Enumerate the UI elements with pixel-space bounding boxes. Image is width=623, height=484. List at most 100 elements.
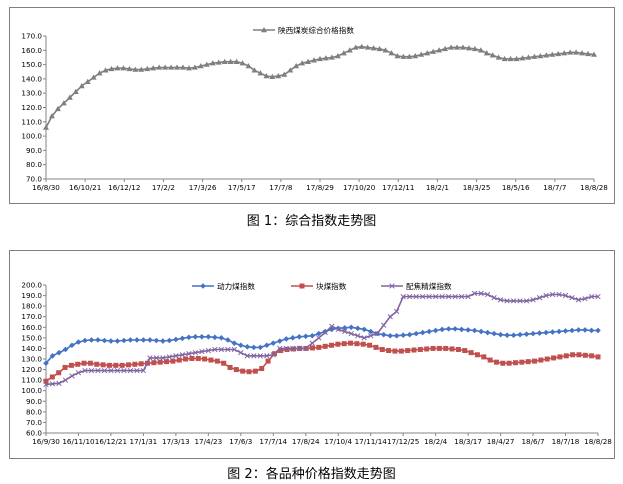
x-tick-label: 18/8/28	[580, 183, 608, 192]
data-point	[543, 329, 549, 336]
legend-item: 动力煤指数	[192, 281, 255, 291]
data-point	[160, 355, 166, 361]
data-point	[367, 328, 374, 335]
data-point	[506, 360, 512, 366]
data-point	[113, 362, 119, 368]
data-point	[69, 342, 75, 349]
data-point	[75, 370, 82, 376]
data-point	[406, 53, 413, 59]
data-point	[114, 367, 121, 374]
data-point	[275, 73, 282, 79]
data-point	[174, 64, 181, 70]
data-point	[543, 292, 549, 299]
legend-item: 块煤指数	[291, 281, 347, 291]
data-point	[407, 293, 413, 300]
data-point	[233, 58, 240, 64]
data-point	[283, 336, 290, 342]
data-point	[189, 355, 195, 361]
data-point	[507, 55, 514, 62]
legend-item: 陕西煤炭综合价格指数	[253, 25, 354, 35]
data-point	[265, 358, 271, 364]
data-point	[354, 325, 361, 332]
data-point	[264, 342, 270, 349]
data-point	[199, 334, 205, 340]
data-point	[66, 94, 73, 100]
data-point	[387, 332, 393, 339]
x-tick-label: 16/8/30	[32, 183, 60, 192]
series-3	[43, 290, 601, 388]
figure-2-caption: 图 2：各品种价格指数走势图	[227, 467, 396, 482]
y-tick-label: 170.0	[21, 312, 42, 321]
data-point	[322, 55, 329, 61]
data-point	[119, 362, 125, 368]
data-point	[569, 295, 575, 301]
data-point	[239, 60, 246, 66]
data-point	[281, 71, 288, 77]
composite-index-chart: 70.0 80.0 90.0 100.0 110.0 120.0 130.0 140.0 150…	[21, 25, 608, 192]
data-point	[543, 52, 550, 58]
series-line	[45, 326, 598, 364]
data-point	[576, 352, 582, 358]
data-point	[335, 326, 341, 333]
data-point	[474, 352, 480, 358]
data-point	[419, 329, 426, 336]
data-point	[400, 332, 406, 339]
y-tick-label: 120.0	[21, 103, 42, 112]
x-tick-label: 17/3/26	[189, 183, 217, 192]
data-point	[537, 53, 544, 59]
data-point	[471, 327, 478, 334]
x-tick-label: 17/10/20	[343, 183, 376, 192]
x-tick-label: 18/6/7	[521, 437, 544, 446]
data-point	[432, 293, 439, 300]
data-point	[221, 360, 227, 366]
data-point	[532, 358, 538, 364]
data-point	[252, 368, 258, 374]
data-point	[501, 55, 508, 62]
data-point	[322, 343, 328, 349]
data-point	[477, 47, 484, 53]
y-tick-label: 150.0	[21, 333, 42, 342]
data-point	[471, 45, 478, 52]
data-point	[84, 78, 91, 84]
data-point	[69, 373, 75, 379]
x-tick-label: 18/7/18	[552, 437, 580, 446]
data-point	[101, 367, 108, 374]
x-tick-label: 16/10/21	[69, 183, 101, 192]
data-point	[95, 337, 101, 343]
data-point	[394, 53, 401, 59]
y-tick-label: 110.0	[21, 117, 42, 126]
data-point	[439, 326, 445, 333]
data-point	[595, 327, 601, 334]
data-point	[132, 361, 138, 367]
data-point	[575, 297, 582, 303]
x-tick-label: 18/7/7	[543, 183, 566, 192]
data-point	[582, 327, 588, 333]
data-point	[405, 348, 411, 354]
data-point	[491, 330, 497, 337]
x-tick-label: 18/5/16	[502, 183, 530, 192]
legend-label: 配焦精煤指数	[406, 281, 452, 291]
data-point	[140, 367, 147, 374]
data-point	[95, 367, 101, 374]
data-point	[504, 332, 510, 339]
data-point	[138, 66, 145, 72]
data-point	[82, 367, 88, 374]
data-point	[140, 337, 147, 343]
data-point	[452, 326, 458, 332]
data-point	[309, 340, 315, 346]
x-tick-label: 17/12/11	[382, 183, 414, 192]
data-point	[445, 326, 452, 332]
data-point	[355, 333, 361, 339]
data-point	[48, 113, 55, 119]
data-point	[208, 357, 214, 363]
data-point	[225, 346, 231, 353]
data-point	[504, 298, 510, 304]
data-point	[493, 359, 499, 365]
series-2	[43, 340, 601, 384]
data-point	[212, 346, 218, 353]
legend-marker	[299, 283, 305, 289]
data-point	[157, 359, 163, 365]
data-point	[75, 339, 82, 345]
data-point	[561, 50, 568, 56]
data-point	[309, 332, 316, 339]
